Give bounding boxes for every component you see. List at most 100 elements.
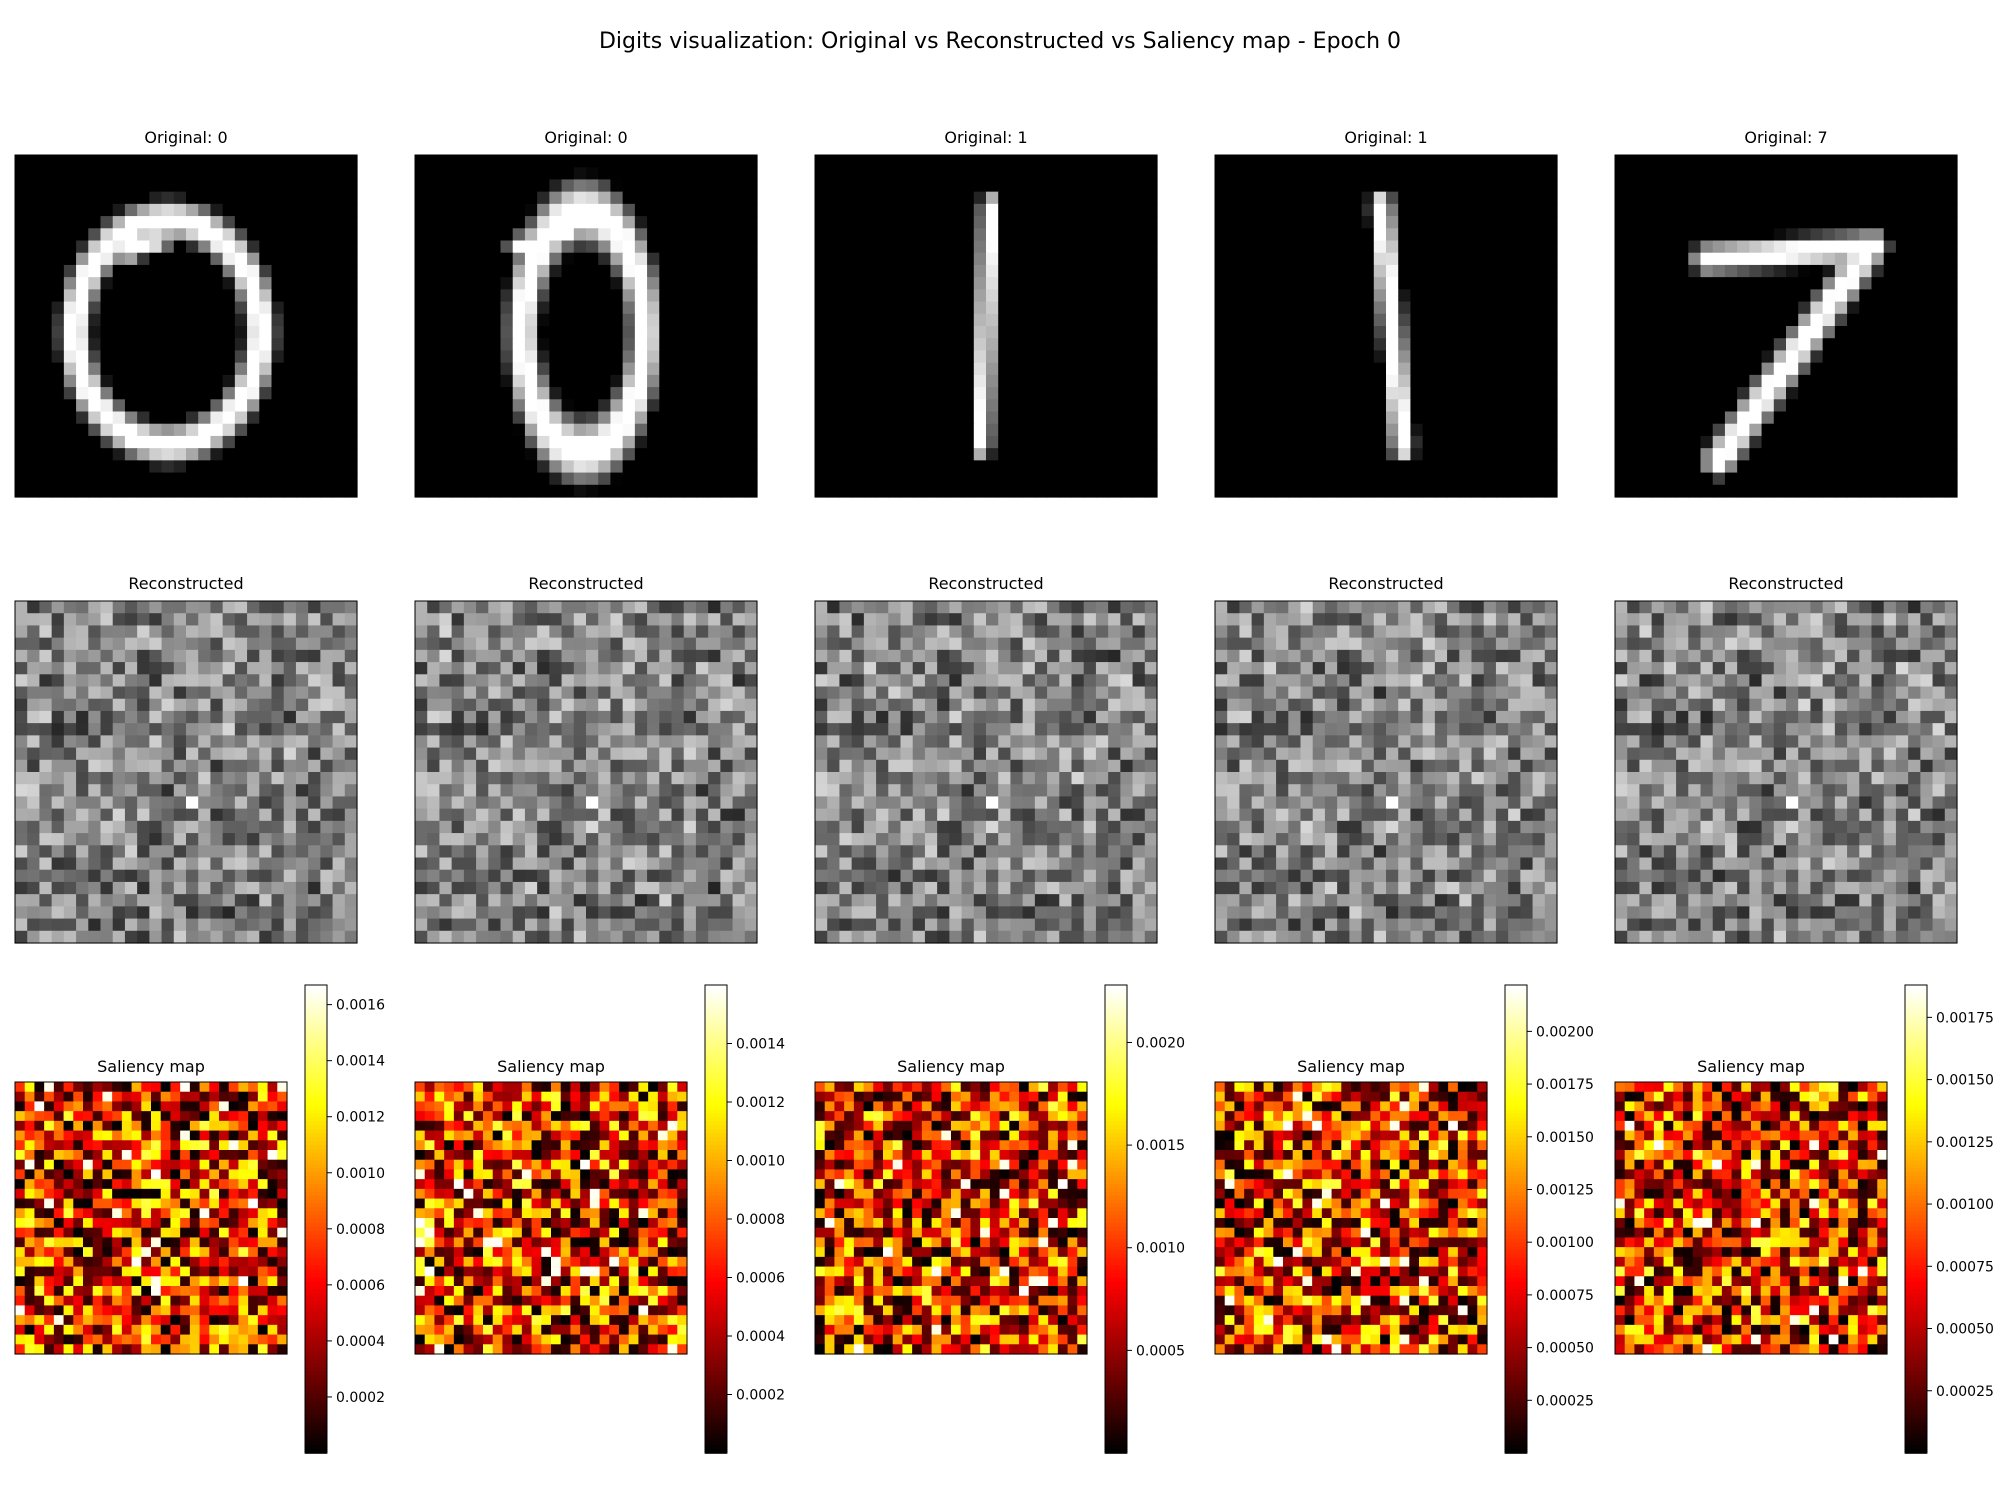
- original-pixel: [744, 155, 758, 168]
- reconstructed-pixel: [512, 649, 526, 663]
- reconstructed-pixel: [210, 881, 224, 895]
- original-pixel: [186, 484, 199, 498]
- original-pixel: [15, 313, 28, 327]
- saliency-pixel: [492, 1082, 504, 1093]
- original-pixel: [573, 277, 587, 290]
- original-pixel: [124, 155, 138, 168]
- saliency-pixel: [170, 1150, 181, 1161]
- saliency-pixel: [92, 1276, 104, 1287]
- reconstructed-pixel: [524, 833, 538, 846]
- saliency-pixel: [277, 1140, 288, 1151]
- colorbar-band: [305, 1417, 327, 1423]
- reconstructed-pixel: [463, 747, 477, 761]
- reconstructed-pixel: [744, 747, 758, 761]
- reconstructed-pixel: [622, 747, 636, 761]
- reconstructed-pixel: [610, 613, 624, 627]
- original-pixel: [247, 326, 260, 339]
- reconstructed-pixel: [427, 881, 441, 895]
- saliency-pixel: [580, 1159, 591, 1171]
- reconstructed-pixel: [610, 674, 624, 688]
- original-pixel: [173, 435, 187, 449]
- original-pixel: [15, 167, 28, 181]
- saliency-pixel: [589, 1266, 601, 1277]
- saliency-pixel: [151, 1179, 162, 1190]
- saliency-pixel: [248, 1247, 259, 1258]
- reconstructed-pixel: [247, 698, 260, 712]
- reconstructed-pixel: [439, 930, 453, 944]
- saliency-pixel: [599, 1159, 610, 1171]
- reconstructed-pixel: [259, 637, 273, 651]
- original-pixel: [39, 448, 53, 461]
- saliency-pixel: [531, 1256, 542, 1268]
- reconstructed-pixel: [720, 881, 734, 895]
- reconstructed-pixel: [598, 637, 612, 651]
- original-pixel: [451, 374, 465, 388]
- reconstructed-pixel: [427, 747, 441, 761]
- original-pixel: [500, 460, 514, 474]
- reconstructed-pixel: [439, 784, 453, 798]
- original-pixel: [234, 264, 248, 278]
- reconstructed-pixel: [51, 649, 65, 663]
- saliency-pixel: [219, 1315, 230, 1326]
- original-pixel: [439, 240, 453, 254]
- reconstructed-pixel: [39, 894, 53, 907]
- saliency-pixel: [248, 1140, 259, 1151]
- reconstructed-pixel: [500, 820, 514, 834]
- original-pixel: [500, 362, 514, 376]
- reconstructed-pixel: [549, 662, 563, 675]
- original-pixel: [451, 435, 465, 449]
- colorbar-band: [705, 1406, 727, 1411]
- reconstructed-pixel: [708, 796, 721, 810]
- original-pixel: [476, 301, 489, 315]
- colorbar-band: [305, 1445, 327, 1450]
- colorbar-band: [705, 1312, 727, 1318]
- reconstructed-pixel: [234, 930, 248, 944]
- reconstructed-pixel: [88, 796, 102, 810]
- colorbar-tick-label: 0.0006: [736, 1271, 785, 1287]
- saliency-pixel: [199, 1101, 210, 1112]
- original-pixel: [537, 289, 550, 303]
- reconstructed-pixel: [659, 710, 673, 724]
- original-pixel: [247, 399, 260, 413]
- saliency-pixel: [102, 1140, 113, 1151]
- original-pixel: [524, 301, 538, 315]
- reconstructed-pixel: [451, 723, 465, 736]
- reconstructed-pixel: [173, 772, 187, 785]
- saliency-pixel: [570, 1179, 581, 1190]
- original-pixel: [744, 448, 758, 461]
- original-pixel: [320, 252, 334, 266]
- original-pixel: [561, 252, 575, 266]
- saliency-pixel: [483, 1286, 494, 1297]
- saliency-pixel: [102, 1256, 113, 1268]
- saliency-pixel: [63, 1150, 74, 1161]
- saliency-pixel: [141, 1159, 152, 1171]
- saliency-pixel: [463, 1315, 474, 1326]
- reconstructed-pixel: [259, 796, 273, 810]
- saliency-pixel: [638, 1256, 649, 1268]
- saliency-pixel: [502, 1198, 513, 1209]
- reconstructed-pixel: [427, 686, 441, 700]
- original-pixel: [271, 191, 285, 205]
- original-pixel: [161, 399, 175, 413]
- original-pixel: [88, 338, 102, 352]
- reconstructed-pixel: [732, 613, 746, 627]
- original-pixel: [63, 326, 77, 339]
- reconstructed-pixel: [622, 674, 636, 688]
- original-pixel: [561, 277, 575, 290]
- reconstructed-pixel: [537, 625, 550, 639]
- original-pixel: [671, 460, 685, 474]
- original-pixel: [671, 411, 685, 425]
- saliency-pixel: [619, 1295, 630, 1307]
- original-pixel: [500, 264, 514, 278]
- original-pixel: [488, 191, 502, 205]
- saliency-pixel: [589, 1140, 601, 1151]
- reconstructed-pixel: [427, 710, 441, 724]
- original-pixel: [320, 387, 334, 400]
- original-pixel: [610, 387, 624, 400]
- reconstructed-pixel: [112, 796, 126, 810]
- saliency-pixel: [238, 1150, 249, 1161]
- original-pixel: [415, 448, 428, 461]
- original-pixel: [259, 191, 273, 205]
- saliency-pixel: [667, 1315, 678, 1326]
- original-pixel: [476, 460, 489, 474]
